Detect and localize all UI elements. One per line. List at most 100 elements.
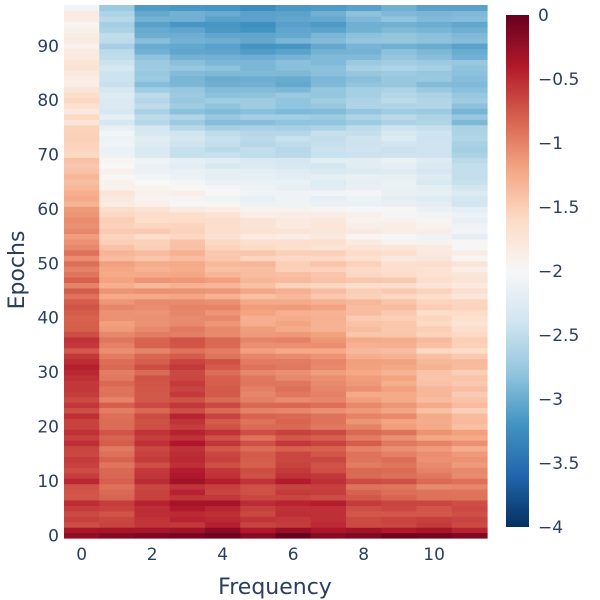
heatmap-cell: [99, 10, 136, 17]
heatmap-cell: [310, 211, 347, 218]
heatmap-cell: [346, 461, 382, 468]
heatmap-cell: [169, 255, 206, 262]
heatmap-cell: [381, 26, 418, 33]
heatmap-cell: [310, 189, 347, 196]
heatmap-cell: [381, 304, 418, 311]
heatmap-cell: [346, 445, 382, 452]
heatmap-cell: [64, 342, 100, 349]
heatmap-cell: [381, 179, 418, 186]
heatmap-cell: [275, 407, 312, 414]
heatmap-cell: [416, 151, 453, 158]
heatmap-cell: [451, 124, 488, 131]
heatmap-cell: [169, 499, 206, 506]
heatmap-cell: [64, 162, 100, 169]
heatmap-cell: [310, 21, 347, 28]
heatmap-cell: [381, 140, 418, 148]
heatmap-cell: [99, 249, 136, 256]
heatmap-cell: [416, 173, 453, 180]
heatmap-cell: [451, 516, 488, 523]
heatmap-cell: [64, 260, 100, 267]
heatmap-cell: [346, 440, 382, 447]
heatmap-cell: [169, 102, 206, 109]
heatmap-cell: [240, 521, 277, 528]
heatmap-cell: [205, 423, 241, 430]
heatmap-cell: [451, 189, 488, 196]
heatmap-cell: [64, 238, 100, 245]
heatmap-cell: [381, 320, 418, 327]
heatmap-cell: [134, 499, 171, 506]
heatmap-cell: [275, 353, 312, 360]
heatmap-cell: [381, 146, 418, 153]
heatmap-cell: [275, 472, 312, 479]
colorbar-tick-label: −1.5: [538, 198, 579, 218]
heatmap-cell: [451, 48, 488, 55]
heatmap-cell: [275, 108, 312, 115]
heatmap-cell: [416, 527, 453, 534]
heatmap-cell: [205, 146, 241, 153]
heatmap-cell: [381, 168, 418, 175]
heatmap-cell: [346, 369, 382, 376]
y-tick-label: 60: [37, 200, 59, 220]
heatmap-cell: [310, 81, 347, 88]
heatmap-cell: [346, 287, 382, 294]
heatmap-cell: [310, 184, 347, 191]
heatmap-cell: [275, 380, 312, 387]
heatmap-cell: [134, 483, 171, 490]
heatmap-cell: [240, 358, 277, 365]
heatmap-cell: [275, 217, 312, 224]
heatmap-cell: [381, 363, 418, 370]
heatmap-cell: [346, 70, 382, 77]
heatmap-cell: [169, 320, 206, 327]
heatmap-cell: [346, 173, 382, 180]
heatmap-cell: [169, 363, 206, 370]
heatmap-cell: [310, 26, 347, 33]
heatmap-cell: [416, 130, 453, 137]
heatmap-cell: [310, 157, 347, 164]
heatmap-cell: [381, 108, 418, 115]
heatmap-cell: [451, 478, 488, 485]
heatmap-cell: [310, 325, 347, 332]
heatmap-cell: [416, 304, 453, 311]
heatmap-cell: [346, 331, 382, 338]
heatmap-cell: [169, 325, 206, 332]
heatmap-cell: [205, 472, 241, 479]
heatmap-cell: [346, 92, 382, 99]
heatmap-cell: [275, 64, 312, 71]
heatmap-cell: [205, 238, 241, 245]
heatmap-cell: [416, 521, 453, 528]
heatmap-cell: [240, 189, 277, 196]
heatmap-cell: [134, 124, 171, 131]
heatmap-cell: [275, 396, 312, 403]
heatmap-cell: [451, 173, 488, 180]
heatmap-cell: [99, 233, 136, 240]
heatmap-cell: [275, 200, 312, 207]
heatmap-cell: [240, 64, 277, 71]
heatmap-cell: [64, 244, 100, 251]
heatmap-cell: [134, 140, 171, 148]
heatmap-cell: [451, 64, 488, 71]
colorbar-gradient: [506, 15, 529, 527]
heatmap-cell: [64, 189, 100, 196]
heatmap-cell: [416, 48, 453, 55]
heatmap-cell: [310, 450, 347, 458]
heatmap-cell: [275, 527, 312, 534]
heatmap-cell: [416, 499, 453, 506]
heatmap-cell: [381, 325, 418, 332]
heatmap-cell: [346, 64, 382, 71]
heatmap-cell: [240, 10, 277, 17]
heatmap-cell: [64, 358, 100, 365]
heatmap-cell: [451, 140, 488, 148]
heatmap-cell: [451, 195, 488, 202]
heatmap-cell: [416, 146, 453, 153]
heatmap-cell: [346, 412, 382, 419]
heatmap-cell: [169, 113, 206, 120]
heatmap-cell: [134, 70, 171, 77]
heatmap-cell: [64, 336, 100, 343]
heatmap-cell: [451, 331, 488, 338]
heatmap-cell: [451, 217, 488, 224]
heatmap-cell: [346, 325, 382, 332]
heatmap-cell: [416, 315, 453, 322]
heatmap-cell: [240, 494, 277, 501]
heatmap-cell: [99, 179, 136, 186]
heatmap-cell: [134, 494, 171, 501]
